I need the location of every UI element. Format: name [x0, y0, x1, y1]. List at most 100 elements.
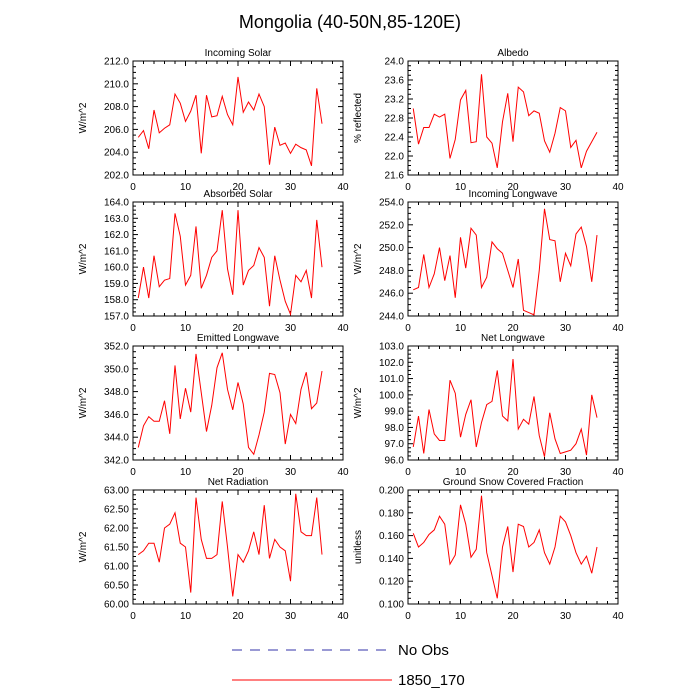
panel-net-radiation: Net Radiation W/m^2 0 10 20 30 40 60.00 60.50 61.…	[78, 477, 349, 622]
x-tick-label-incoming-longwave-3: 30	[560, 323, 572, 334]
y-tick-label-absorbed-solar-1: 158.0	[104, 295, 129, 306]
panel-title-albedo: Albedo	[497, 48, 529, 59]
panel-title-net-radiation: Net Radiation	[208, 477, 269, 488]
x-tick-label-incoming-longwave-2: 20	[507, 323, 519, 334]
y-tick-label-albedo-5: 23.6	[385, 76, 405, 87]
y-tick-label-emitted-longwave-3: 348.0	[104, 387, 129, 398]
x-tick-label-ground-snow-covered-fraction-3: 30	[560, 611, 572, 622]
y-tick-label-net-radiation-6: 63.00	[104, 486, 129, 497]
x-tick-label-incoming-solar-0: 0	[130, 182, 136, 193]
panel-title-incoming-solar: Incoming Solar	[205, 48, 272, 59]
panel-title-incoming-longwave: Incoming Longwave	[469, 189, 558, 200]
panel-frame-ground-snow-covered-fraction	[407, 489, 619, 605]
y-tick-label-incoming-solar-1: 204.0	[104, 148, 129, 159]
y-tick-label-absorbed-solar-3: 160.0	[104, 263, 129, 274]
x-tick-label-net-longwave-0: 0	[405, 467, 411, 478]
x-tick-label-emitted-longwave-1: 10	[180, 467, 192, 478]
y-axis-label-net-longwave: W/m^2	[353, 387, 364, 418]
x-tick-label-emitted-longwave-0: 0	[130, 467, 136, 478]
y-tick-label-net-radiation-1: 60.50	[104, 581, 129, 592]
panel-net-longwave: Net Longwave W/m^2 0 10 20 30 40 96.0 97.0 98.0 99…	[353, 333, 624, 478]
y-tick-label-incoming-solar-4: 210.0	[104, 79, 129, 90]
y-tick-label-incoming-solar-5: 212.0	[104, 57, 129, 68]
y-tick-label-net-radiation-5: 62.50	[104, 505, 129, 516]
panel-albedo: Albedo % reflected 0 10 20 30 40 21.6 22.0 22.4 22…	[353, 48, 624, 193]
panel-incoming-longwave: Incoming Longwave W/m^2 0 10 20 30 40 244.0 246.…	[353, 189, 624, 334]
x-tick-label-incoming-solar-2: 20	[232, 182, 244, 193]
x-tick-label-emitted-longwave-3: 30	[285, 467, 297, 478]
panel-title-ground-snow-covered-fraction: Ground Snow Covered Fraction	[443, 477, 584, 488]
y-tick-label-net-longwave-3: 99.0	[385, 407, 405, 418]
panels-group: Incoming Solar W/m^2 0 10 20 30 40 202.0 204.0 20…	[78, 48, 624, 622]
y-tick-label-net-radiation-3: 61.50	[104, 543, 129, 554]
x-tick-label-net-radiation-4: 40	[337, 611, 349, 622]
y-tick-label-incoming-longwave-5: 254.0	[379, 198, 404, 209]
y-tick-label-net-longwave-2: 98.0	[385, 423, 405, 434]
panel-title-emitted-longwave: Emitted Longwave	[197, 333, 280, 344]
y-tick-label-incoming-longwave-0: 244.0	[379, 312, 404, 323]
y-tick-label-ground-snow-covered-fraction-0: 0.100	[379, 600, 404, 611]
y-tick-label-albedo-3: 22.8	[385, 114, 405, 125]
x-tick-label-emitted-longwave-2: 20	[232, 467, 244, 478]
panel-title-absorbed-solar: Absorbed Solar	[204, 189, 274, 200]
x-tick-label-absorbed-solar-1: 10	[180, 323, 192, 334]
x-tick-label-net-longwave-1: 10	[455, 467, 467, 478]
x-tick-label-incoming-solar-4: 40	[337, 182, 349, 193]
x-tick-label-albedo-2: 20	[507, 182, 519, 193]
series-line-net-longwave-1850-170	[412, 358, 598, 457]
x-tick-label-albedo-3: 30	[560, 182, 572, 193]
x-tick-label-net-radiation-2: 20	[232, 611, 244, 622]
x-tick-label-absorbed-solar-2: 20	[232, 323, 244, 334]
y-axis-label-albedo: % reflected	[353, 93, 364, 143]
y-tick-label-incoming-longwave-3: 250.0	[379, 243, 404, 254]
y-tick-label-emitted-longwave-5: 352.0	[104, 342, 129, 353]
y-tick-label-incoming-solar-3: 208.0	[104, 102, 129, 113]
y-tick-label-net-longwave-0: 96.0	[385, 456, 405, 467]
y-tick-label-ground-snow-covered-fraction-4: 0.180	[379, 508, 404, 519]
y-tick-label-net-radiation-2: 61.00	[104, 562, 129, 573]
panel-frame-incoming-longwave	[407, 201, 619, 317]
legend-label-no-obs: No Obs	[398, 642, 449, 659]
series-line-emitted-longwave-1850-170	[137, 352, 323, 456]
y-tick-label-incoming-longwave-1: 246.0	[379, 289, 404, 300]
y-tick-label-net-longwave-1: 97.0	[385, 439, 405, 450]
x-tick-label-albedo-1: 10	[455, 182, 467, 193]
y-tick-label-albedo-2: 22.4	[385, 133, 405, 144]
series-line-incoming-longwave-1850-170	[413, 208, 598, 316]
y-tick-label-incoming-longwave-4: 252.0	[379, 220, 404, 231]
y-tick-label-absorbed-solar-6: 163.0	[104, 214, 129, 225]
x-tick-label-incoming-solar-1: 10	[180, 182, 192, 193]
y-tick-label-absorbed-solar-0: 157.0	[104, 312, 129, 323]
y-tick-label-albedo-0: 21.6	[385, 171, 405, 182]
panel-emitted-longwave: Emitted Longwave W/m^2 0 10 20 30 40 342.0 344.0…	[78, 333, 349, 478]
x-tick-label-incoming-longwave-4: 40	[612, 323, 624, 334]
y-tick-label-absorbed-solar-4: 161.0	[104, 246, 129, 257]
x-tick-label-net-radiation-3: 30	[285, 611, 297, 622]
y-tick-label-net-longwave-4: 100.0	[379, 390, 404, 401]
y-tick-label-ground-snow-covered-fraction-1: 0.120	[379, 577, 404, 588]
x-tick-label-ground-snow-covered-fraction-2: 20	[507, 611, 519, 622]
x-tick-label-net-longwave-4: 40	[612, 467, 624, 478]
series-line-net-radiation-1850-170	[137, 493, 323, 597]
y-axis-label-incoming-longwave: W/m^2	[353, 243, 364, 274]
series-line-incoming-solar-1850-170	[137, 76, 323, 167]
x-tick-label-net-radiation-1: 10	[180, 611, 192, 622]
x-tick-label-absorbed-solar-0: 0	[130, 323, 136, 334]
y-tick-label-net-longwave-5: 101.0	[379, 374, 404, 385]
series-line-ground-snow-covered-fraction-1850-170	[412, 495, 598, 599]
legend-label-1850-170: 1850_170	[398, 672, 465, 689]
y-tick-label-net-longwave-7: 103.0	[379, 342, 404, 353]
panel-incoming-solar: Incoming Solar W/m^2 0 10 20 30 40 202.0 204.0 20…	[78, 48, 349, 193]
y-tick-label-net-radiation-0: 60.00	[104, 600, 129, 611]
y-tick-label-ground-snow-covered-fraction-5: 0.200	[379, 486, 404, 497]
series-line-absorbed-solar-1850-170	[137, 210, 323, 317]
y-tick-label-incoming-solar-2: 206.0	[104, 125, 129, 136]
x-tick-label-net-longwave-2: 20	[507, 467, 519, 478]
y-tick-label-albedo-6: 24.0	[385, 57, 405, 68]
x-tick-label-net-longwave-3: 30	[560, 467, 572, 478]
y-tick-label-absorbed-solar-7: 164.0	[104, 198, 129, 209]
y-axis-label-emitted-longwave: W/m^2	[78, 387, 89, 418]
x-tick-label-albedo-0: 0	[405, 182, 411, 193]
x-tick-label-absorbed-solar-4: 40	[337, 323, 349, 334]
